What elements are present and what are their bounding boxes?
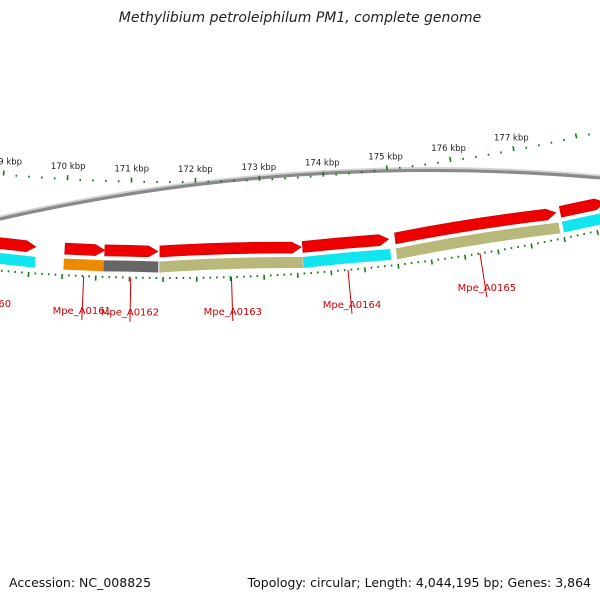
- cog-feature-block: [0, 253, 36, 268]
- cds-arrow: [159, 241, 302, 258]
- outer-major-tick: [397, 263, 400, 269]
- outer-major-tick: [497, 249, 500, 255]
- scale-major-tick: [449, 156, 452, 162]
- cog-feature-block: [561, 213, 600, 233]
- genome-summary-text: Topology: circular; Length: 4,044,195 bp…: [247, 575, 591, 590]
- gene-label: Mpe_A0164: [323, 300, 381, 311]
- scale-label: 172 kbp: [178, 165, 213, 175]
- cog-feature-block: [103, 260, 159, 273]
- scale-major-tick: [385, 165, 389, 171]
- cog-feature-block: [395, 222, 561, 260]
- scale-major-tick: [574, 133, 578, 139]
- scale-label: 177 kbp: [494, 133, 529, 143]
- gene-label-leader: [230, 277, 234, 322]
- cog-feature-block: [63, 258, 105, 272]
- outer-major-tick: [596, 229, 599, 236]
- cog-feature-block: [159, 257, 304, 273]
- cds-arrow: [0, 237, 37, 252]
- gene-label-leader: [129, 277, 132, 322]
- cds-arrow: [394, 208, 557, 245]
- scale-label: 175 kbp: [368, 152, 403, 162]
- gene-label-leader: [479, 253, 488, 297]
- gene-label-leader: [347, 269, 353, 314]
- cog-feature-block: [302, 249, 392, 268]
- outer-major-tick: [563, 236, 566, 243]
- gene-label: Mpe_A0160: [0, 299, 11, 310]
- scale-label: 176 kbp: [431, 144, 466, 154]
- map-title: Methylibium petroleiphilum PM1, complete…: [118, 10, 482, 26]
- outer-major-tick: [530, 243, 533, 249]
- cds-arrow: [558, 198, 600, 218]
- outer-major-tick: [430, 259, 433, 265]
- outer-major-tick: [464, 254, 467, 260]
- accession-text: Accession: NC_008825: [9, 575, 152, 590]
- backbone-shadow: [0, 167, 600, 218]
- cds-arrow: [301, 234, 390, 253]
- gene-label: Mpe_A0163: [204, 307, 262, 318]
- scale-label: 173 kbp: [242, 163, 277, 173]
- gene-label-leader: [81, 276, 85, 321]
- scale-label: 169 kbp: [0, 158, 22, 168]
- gene-label: Mpe_A0162: [101, 308, 159, 319]
- scale-label: 171 kbp: [114, 165, 149, 175]
- gene-label: Mpe_A0165: [458, 283, 516, 294]
- cds-arrow: [64, 242, 106, 256]
- scale-major-tick: [512, 146, 515, 152]
- gene-label: Mpe_A0161: [53, 306, 111, 317]
- scale-label: 170 kbp: [51, 162, 86, 172]
- scale-label: 174 kbp: [305, 159, 340, 169]
- genome-backbone: [0, 168, 600, 221]
- cds-arrow: [104, 244, 159, 258]
